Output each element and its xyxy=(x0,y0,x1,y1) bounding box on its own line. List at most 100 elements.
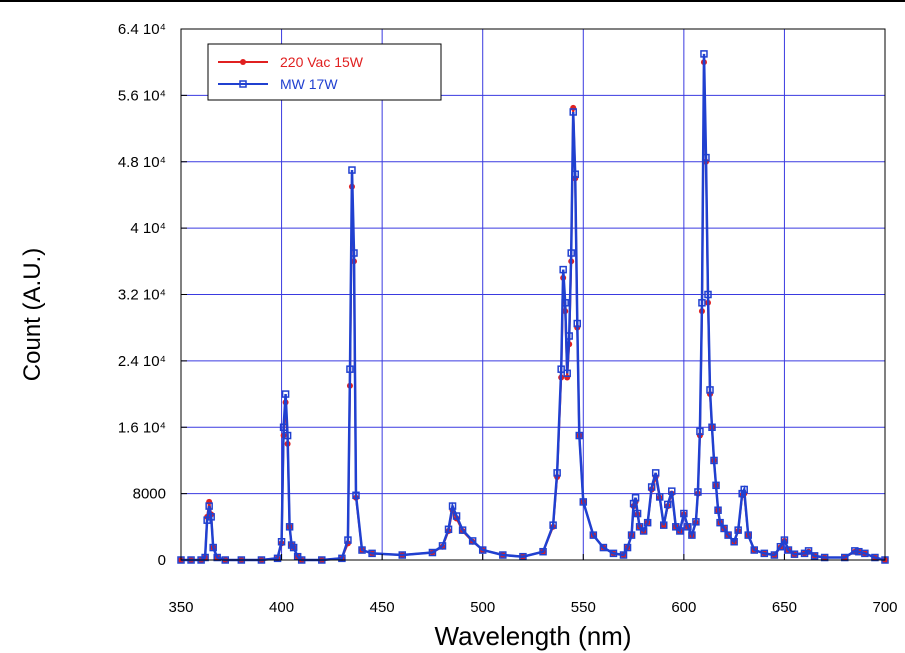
x-tick-label: 450 xyxy=(370,599,395,616)
x-tick-label: 400 xyxy=(269,599,294,616)
data-point xyxy=(696,427,704,436)
y-tick-label: 5.6 10⁴ xyxy=(118,87,166,104)
data-point xyxy=(428,548,437,557)
data-point xyxy=(780,536,789,544)
data-point xyxy=(569,108,577,116)
y-tick-label: 4 10⁴ xyxy=(130,220,166,237)
legend-marker xyxy=(239,80,247,88)
data-point xyxy=(571,170,579,178)
data-point xyxy=(668,487,676,495)
data-point xyxy=(283,431,292,440)
data-point xyxy=(549,521,557,529)
legend-label: MW 17W xyxy=(280,76,338,92)
data-point xyxy=(655,493,664,501)
data-point xyxy=(468,537,477,545)
x-tick-label: 700 xyxy=(872,599,897,616)
data-point xyxy=(744,531,752,539)
legend-marker xyxy=(240,59,246,65)
data-point xyxy=(704,290,712,299)
y-tick-label: 6.4 10⁴ xyxy=(118,21,166,38)
data-point xyxy=(209,543,217,552)
data-point xyxy=(358,546,366,554)
data-point xyxy=(635,523,644,531)
y-tick-label: 1.6 10⁴ xyxy=(118,419,166,436)
data-point xyxy=(710,456,718,465)
x-tick-label: 500 xyxy=(470,599,495,616)
data-point xyxy=(810,552,819,560)
data-point xyxy=(623,543,632,552)
data-point xyxy=(631,494,640,502)
data-point xyxy=(770,551,779,559)
data-point xyxy=(643,518,652,527)
data-point xyxy=(692,518,700,526)
series-blue xyxy=(177,50,889,564)
data-point xyxy=(478,546,487,554)
data-point xyxy=(841,553,849,562)
data-point xyxy=(565,332,573,340)
data-point xyxy=(206,498,213,505)
data-point xyxy=(651,469,660,477)
data-point xyxy=(738,489,746,498)
legend: 220 Vac 15W MW 17W xyxy=(207,43,442,101)
data-point xyxy=(564,374,571,381)
data-point xyxy=(659,521,668,529)
data-point xyxy=(557,365,565,373)
data-point xyxy=(599,543,608,552)
data-point xyxy=(676,527,684,535)
data-point xyxy=(672,523,680,531)
data-point xyxy=(708,423,716,431)
data-point xyxy=(368,549,376,558)
data-point xyxy=(570,104,577,111)
data-point xyxy=(688,531,696,539)
data-point xyxy=(553,469,561,477)
y-tick-label: 4.8 10⁴ xyxy=(118,154,166,171)
data-point xyxy=(452,512,461,520)
data-point xyxy=(348,166,356,174)
grid xyxy=(180,28,886,561)
data-point xyxy=(760,549,769,558)
data-point xyxy=(724,531,732,539)
data-point xyxy=(861,549,869,558)
data-point xyxy=(714,506,722,514)
x-tick-label: 550 xyxy=(571,599,596,616)
data-point xyxy=(273,554,282,563)
data-point xyxy=(398,551,407,559)
data-point xyxy=(664,500,672,509)
data-point xyxy=(279,423,288,431)
data-point xyxy=(567,249,575,257)
data-point xyxy=(281,390,290,398)
data-point xyxy=(444,525,453,534)
data-point xyxy=(804,547,813,555)
data-point xyxy=(750,546,759,554)
data-point xyxy=(712,481,720,490)
data-point xyxy=(627,531,636,539)
data-point xyxy=(647,483,656,491)
series-layer xyxy=(177,50,889,564)
data-point xyxy=(730,537,738,546)
data-point xyxy=(720,524,728,533)
data-point xyxy=(205,502,213,510)
data-point xyxy=(694,488,702,496)
data-point xyxy=(609,549,618,558)
data-point xyxy=(563,369,571,378)
legend-item: MW 17W xyxy=(218,76,338,92)
legend-label: 220 Vac 15W xyxy=(280,54,364,70)
data-point xyxy=(784,546,793,554)
data-point xyxy=(700,50,708,58)
data-point xyxy=(589,531,598,539)
data-point xyxy=(575,431,584,440)
series-line xyxy=(181,53,886,562)
data-point xyxy=(346,365,354,373)
data-point xyxy=(338,554,346,563)
series-line xyxy=(181,62,886,561)
data-point xyxy=(350,249,358,257)
data-point xyxy=(684,523,692,531)
data-point xyxy=(438,542,447,550)
x-axis-ticks: 350 400 450 500 550 600 650 700 xyxy=(168,554,898,616)
data-point xyxy=(289,543,298,552)
data-point xyxy=(559,265,567,274)
data-point xyxy=(448,502,457,510)
data-point xyxy=(776,542,785,551)
data-point xyxy=(680,509,688,518)
